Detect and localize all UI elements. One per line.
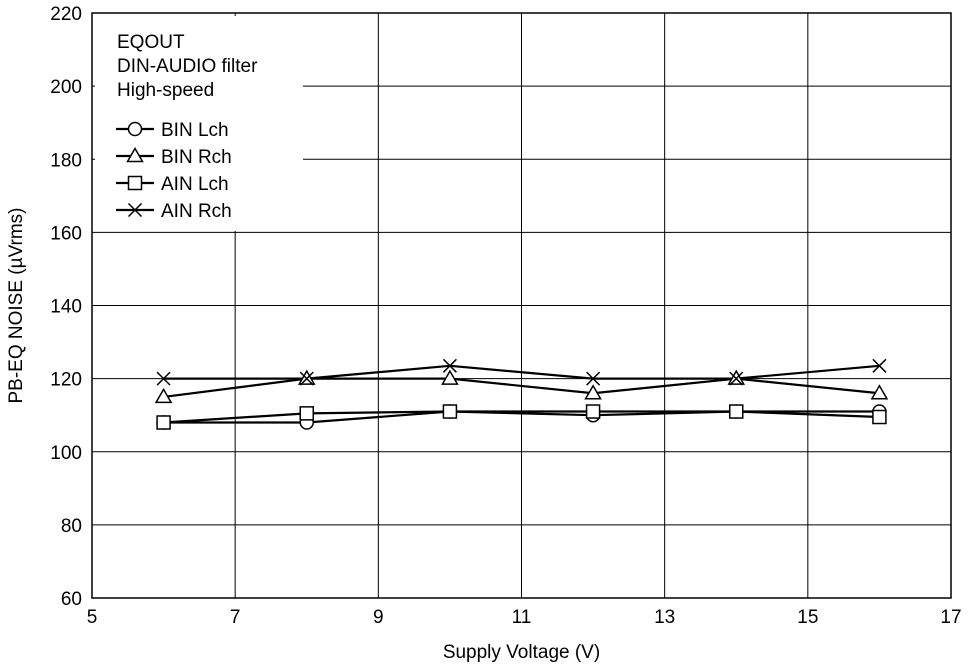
x-tick-label: 7 (230, 607, 241, 628)
legend-label: AIN Lch (161, 174, 229, 195)
data-point-1-2 (441, 369, 459, 385)
y-tick-label: 180 (50, 150, 82, 171)
y-tick-label: 100 (50, 443, 82, 464)
x-tick-label: 9 (373, 607, 384, 628)
y-tick-label: 140 (50, 297, 82, 318)
y-tick-label: 220 (50, 4, 82, 25)
data-point-3-5 (872, 358, 887, 373)
series-line-2 (163, 410, 880, 424)
legend-label: AIN Rch (161, 201, 232, 222)
x-tick-label: 11 (512, 607, 532, 628)
legend-header-line: EQOUT (117, 32, 185, 53)
data-point-2-1 (299, 406, 314, 421)
y-tick-label: 200 (50, 77, 82, 98)
series-lines (163, 364, 880, 424)
data-point-1-3 (584, 384, 602, 400)
data-point-3-4 (729, 371, 744, 386)
y-axis-label: PB-EQ NOISE (µVrms) (6, 207, 27, 403)
legend-header-line: DIN-AUDIO filter (117, 56, 258, 77)
y-tick-label: 160 (50, 223, 82, 244)
legend-marker (127, 202, 143, 218)
data-point-2-3 (585, 404, 601, 419)
x-tick-label: 17 (940, 607, 961, 628)
x-tick-label: 5 (87, 607, 98, 628)
legend-marker (127, 175, 143, 191)
y-tick-label: 80 (61, 516, 82, 537)
y-tick-label: 120 (50, 370, 82, 391)
x-axis-label: Supply Voltage (V) (443, 642, 600, 663)
data-point-1-0 (154, 387, 173, 404)
data-point-3-1 (299, 371, 314, 386)
legend: EQOUT DIN-AUDIO filter High-speed BIN Lch BI… (116, 32, 258, 222)
y-tick-label: 60 (61, 589, 82, 610)
y-tick-labels: 60 80 100 120 140 160 180 200 220 (50, 4, 82, 610)
x-tick-label: 13 (654, 607, 675, 628)
x-tick-label: 15 (797, 607, 818, 628)
data-point-3-2 (442, 358, 457, 373)
data-point-2-2 (442, 404, 458, 419)
plot-frame (91, 12, 952, 599)
legend-label: BIN Lch (161, 120, 229, 141)
data-point-1-5 (870, 384, 889, 400)
legend-marker (126, 146, 144, 163)
legend-marker (127, 121, 143, 137)
series-line-1 (163, 377, 880, 398)
data-point-2-4 (729, 404, 744, 419)
data-point-3-3 (586, 371, 601, 386)
data-point-2-5 (872, 409, 887, 425)
legend-header-line: High-speed (117, 80, 214, 101)
data-point-3-0 (156, 371, 171, 386)
series-line-3 (163, 364, 880, 380)
x-tick-labels: 5 7 9 11 13 15 17 (87, 607, 962, 628)
data-point-2-0 (156, 415, 171, 430)
legend-label: BIN Rch (161, 147, 232, 168)
series-markers (154, 358, 889, 430)
legend-box (95, 16, 303, 231)
